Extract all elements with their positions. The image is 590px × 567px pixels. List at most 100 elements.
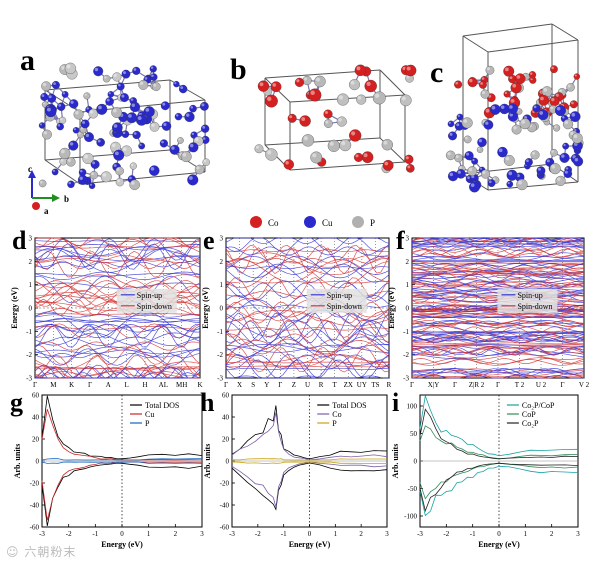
band-kpoint-label: K: [197, 381, 202, 389]
band-line: [225, 343, 390, 352]
crystal-a-atom-highlight: [116, 168, 120, 171]
band-line: [34, 323, 201, 339]
band-kpoint-label: Γ: [453, 381, 457, 389]
band-line: [34, 336, 201, 346]
crystal-a-atom: [90, 159, 100, 169]
band-line: [411, 273, 585, 282]
crystal-a-atom-highlight: [190, 106, 194, 109]
band-legend-spindown-label: Spin-down: [327, 302, 362, 311]
crystal-a-atom-highlight: [60, 159, 64, 162]
crystal-a-atom-highlight: [113, 164, 117, 167]
band-ytick-label: -2: [26, 351, 32, 359]
dos-xtick-label: 2: [359, 530, 363, 538]
crystal-c-bottom-atom-highlight: [532, 151, 536, 155]
crystal-a-atom-highlight: [94, 67, 99, 72]
band-line: [411, 353, 585, 360]
band-line: [411, 342, 585, 345]
crystal-c-top-atom-highlight: [469, 78, 473, 83]
crystal-c-bottom-atom: [559, 152, 570, 163]
crystal-c-bottom-atom-highlight: [562, 116, 565, 119]
crystal-b-atom-highlight: [296, 79, 300, 83]
band-line: [411, 358, 585, 365]
dos-series-line: [419, 408, 579, 460]
crystal-a-atom-highlight: [113, 124, 118, 128]
crystal-c-bottom-atom: [524, 158, 533, 167]
band-line: [225, 359, 390, 379]
cell-b-edge: [264, 137, 381, 146]
crystal-c-bottom-atom: [487, 179, 496, 187]
band-legend-spinup-label: Spin-up: [137, 291, 162, 300]
dos-ytick-label: 50: [410, 430, 418, 438]
band-line: [411, 238, 585, 247]
crystal-b-atom: [404, 64, 417, 77]
crystal-a-atom-highlight: [202, 137, 206, 140]
crystal-c-bottom-atom: [511, 124, 522, 135]
band-line: [34, 274, 201, 289]
crystal-b-atom: [404, 154, 414, 164]
crystal-a-atom: [88, 108, 99, 119]
band-legend-box: [497, 288, 558, 313]
crystal-a-atom: [149, 65, 157, 73]
crystal-b-atom: [270, 81, 282, 93]
crystal-a-atom: [47, 93, 57, 103]
band-ytick-label: 2: [29, 258, 33, 266]
dos-ytick-label: 0: [226, 458, 230, 466]
crystal-b-atom: [356, 94, 367, 105]
panel-label-a: a: [20, 44, 35, 77]
band-line: [34, 260, 201, 269]
dos-xlabel: Energy (eV): [289, 540, 331, 549]
band-line: [411, 270, 585, 274]
dos-ytick-label: -40: [220, 502, 230, 510]
crystal-c-top-atom-highlight: [480, 82, 483, 85]
crystal-a-atom: [64, 62, 77, 74]
band-line: [411, 255, 585, 265]
crystal-a-atom: [78, 168, 87, 177]
crystal-a-atom-highlight: [86, 107, 89, 110]
dos-legend-label: Total DOS: [332, 401, 366, 410]
crystal-a-atom: [187, 174, 199, 186]
dos-legend-label: Total DOS: [145, 401, 179, 410]
band-line: [34, 237, 201, 257]
crystal-c-bottom-atom: [463, 135, 472, 144]
crystal-c-bottom-atom-highlight: [468, 167, 473, 172]
crystal-c-bottom-atom-highlight: [485, 121, 489, 125]
crystal-c-bottom-atom-highlight: [500, 105, 505, 109]
cell-c-edge: [462, 23, 553, 37]
crystal-c-bottom-atom-highlight: [550, 106, 554, 110]
crystal-c-top-atom: [550, 65, 558, 74]
crystal-c-bottom-atom-highlight: [551, 164, 556, 169]
band-line: [411, 368, 585, 372]
crystal-structure-c: [445, 23, 584, 193]
band-line: [34, 318, 201, 323]
crystal-b-atom: [336, 116, 347, 127]
band-line: [34, 324, 201, 332]
band-line: [225, 312, 390, 342]
dos-ytick-label: 60: [32, 392, 40, 400]
crystal-a-atom-highlight: [150, 167, 155, 171]
crystal-b-atom-highlight: [267, 96, 272, 102]
crystal-a-atom: [115, 166, 124, 176]
crystal-c-bottom-atom-highlight: [508, 171, 513, 176]
band-line: [225, 328, 390, 346]
crystal-c-bottom-atom-highlight: [573, 134, 578, 139]
band-line: [411, 246, 585, 253]
band-line: [34, 282, 201, 289]
crystal-a-atom-highlight: [131, 181, 135, 185]
cell-a-edge: [79, 171, 206, 185]
band-line: [411, 339, 585, 341]
crystal-b-atom-highlight: [255, 145, 259, 149]
band-line: [35, 366, 201, 369]
crystal-c-bottom-atom: [471, 157, 479, 165]
crystal-c-bottom-atom: [537, 109, 549, 121]
crystal-a-atom: [160, 101, 170, 111]
crystal-a-atom: [169, 144, 180, 155]
dos-xtick-label: -2: [255, 530, 261, 538]
band-line: [225, 343, 390, 366]
crystal-a-atom-highlight: [91, 172, 94, 176]
crystal-a-atom-highlight: [61, 65, 65, 70]
panel-label-g: g: [10, 388, 23, 417]
crystal-c-bottom-atom: [483, 119, 494, 130]
crystal-structure-b: [254, 64, 417, 174]
band-line: [411, 241, 584, 243]
